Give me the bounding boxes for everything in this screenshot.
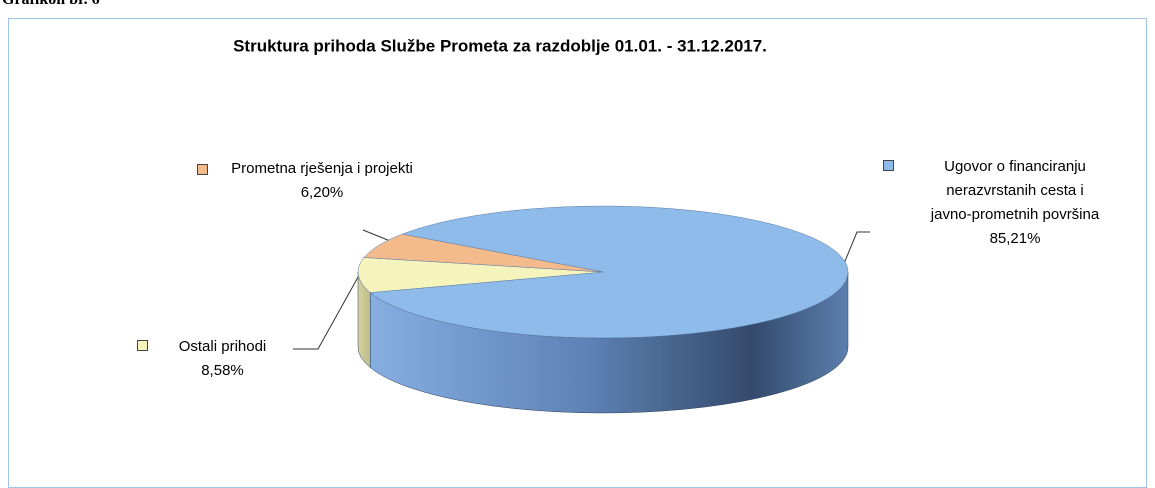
legend-swatch — [197, 164, 208, 175]
page-header: Grafikon br. 6 — [2, 0, 100, 9]
value-label: 85,21% — [989, 230, 1041, 247]
value-label: 8,58% — [201, 362, 244, 379]
data-label: Ugovor o financiranju nerazvrstanih cest… — [920, 155, 1110, 251]
category-label: Prometna rješenja i projekti — [231, 160, 413, 177]
leader-line — [293, 269, 363, 350]
value-label: 6,20% — [300, 184, 344, 201]
data-label: Ostali prihodi 8,58% — [150, 335, 295, 383]
pie-slice — [363, 233, 604, 273]
category-label: Ostali prihodi — [178, 338, 267, 355]
data-label: Prometna rješenja i projekti 6,20% — [212, 157, 432, 205]
chart: Struktura prihoda Službe Prometa za razd… — [233, 36, 870, 414]
pie-slice — [357, 257, 604, 293]
category-label: Ugovor o financiranju nerazvrstanih cest… — [930, 158, 1100, 223]
leader-line — [842, 231, 870, 267]
chart-title: Struktura prihoda Službe Prometa za razd… — [233, 36, 767, 55]
pie-slice — [369, 205, 849, 339]
legend-swatch — [137, 340, 148, 351]
legend-swatch — [883, 160, 894, 171]
